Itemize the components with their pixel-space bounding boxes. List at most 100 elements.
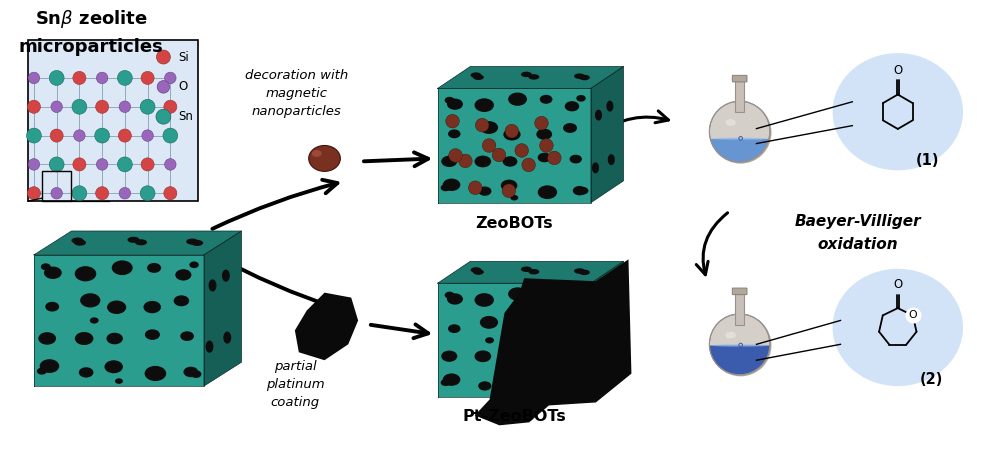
Ellipse shape [309,145,340,171]
Ellipse shape [578,382,588,389]
Circle shape [492,148,506,162]
Ellipse shape [40,359,59,373]
Polygon shape [34,231,241,255]
Polygon shape [438,67,624,88]
Ellipse shape [574,268,585,274]
Text: Sn: Sn [178,110,193,123]
Text: Pt-ZeoBOTs: Pt-ZeoBOTs [462,409,566,424]
Ellipse shape [578,187,588,194]
Text: partial
platinum
coating: partial platinum coating [266,360,324,409]
Text: O: O [893,278,902,291]
Circle shape [49,70,64,85]
Circle shape [515,144,528,157]
Ellipse shape [508,288,527,300]
Circle shape [119,101,131,113]
Text: ZeoBOTs: ZeoBOTs [475,216,553,231]
Ellipse shape [538,185,557,199]
Text: O: O [178,81,187,94]
Ellipse shape [75,266,96,282]
Circle shape [540,139,553,152]
Circle shape [535,116,548,130]
Circle shape [709,101,770,162]
Ellipse shape [565,296,579,306]
Ellipse shape [474,293,494,307]
Circle shape [49,157,64,172]
Circle shape [73,158,86,171]
Ellipse shape [115,378,123,384]
Ellipse shape [480,121,498,134]
Ellipse shape [833,53,963,170]
Ellipse shape [145,366,166,381]
Ellipse shape [608,349,615,360]
Ellipse shape [501,375,517,386]
Circle shape [522,158,535,172]
Text: microparticles: microparticles [19,38,164,56]
Bar [34,255,204,386]
Bar [735,294,744,325]
Circle shape [118,129,131,142]
Circle shape [141,158,154,171]
Ellipse shape [135,239,147,245]
Ellipse shape [445,97,454,104]
Ellipse shape [447,99,463,110]
Circle shape [96,72,108,84]
Ellipse shape [563,318,577,328]
Circle shape [141,71,154,84]
Ellipse shape [570,350,582,358]
Ellipse shape [540,290,552,299]
Ellipse shape [174,295,189,307]
Ellipse shape [191,240,203,246]
Ellipse shape [209,279,216,292]
Ellipse shape [538,380,557,394]
Ellipse shape [44,267,62,279]
Ellipse shape [579,75,590,80]
Ellipse shape [112,260,133,275]
Ellipse shape [183,367,198,377]
Circle shape [72,99,87,114]
Text: (2): (2) [920,372,943,387]
Ellipse shape [443,179,460,191]
Ellipse shape [528,269,539,275]
Ellipse shape [536,324,552,335]
Ellipse shape [485,337,494,344]
Circle shape [73,71,86,84]
Ellipse shape [441,184,451,191]
Ellipse shape [471,267,481,273]
Ellipse shape [445,292,454,299]
Circle shape [164,187,177,200]
Ellipse shape [447,294,463,305]
Ellipse shape [503,351,517,362]
Ellipse shape [725,332,736,338]
Ellipse shape [510,195,518,200]
Ellipse shape [45,302,59,312]
Ellipse shape [107,300,126,314]
Ellipse shape [510,390,518,395]
FancyBboxPatch shape [732,288,747,294]
Ellipse shape [725,119,736,126]
Circle shape [74,130,85,141]
Circle shape [51,101,62,113]
Ellipse shape [565,101,579,112]
Ellipse shape [189,262,199,268]
Bar [42,171,71,201]
Ellipse shape [538,153,551,163]
Ellipse shape [143,301,161,313]
Ellipse shape [608,154,615,165]
Ellipse shape [222,269,230,282]
Circle shape [482,139,496,152]
Circle shape [156,50,170,64]
Ellipse shape [312,150,322,157]
Ellipse shape [540,95,552,104]
Ellipse shape [503,156,517,167]
Circle shape [140,99,155,114]
Circle shape [72,186,87,200]
Text: Sn$\beta$ zeolite: Sn$\beta$ zeolite [35,8,148,30]
Ellipse shape [503,128,521,140]
Circle shape [140,186,155,200]
Ellipse shape [75,332,93,345]
Ellipse shape [79,367,93,377]
Ellipse shape [536,129,552,140]
Ellipse shape [448,324,461,333]
Polygon shape [591,67,624,203]
Circle shape [50,129,63,142]
